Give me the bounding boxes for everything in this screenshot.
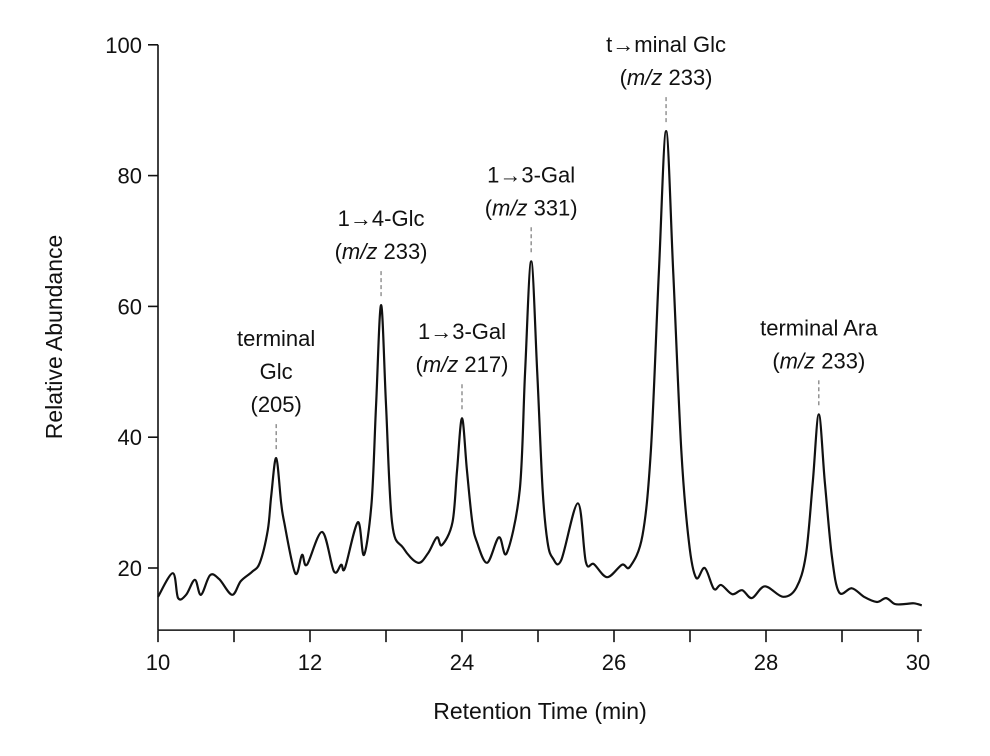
x-tick-label: 30 [906,650,930,675]
y-axis-label: Relative Abundance [41,235,67,440]
y-tick-label: 100 [105,33,142,58]
annotation-text-prefix: ( [416,352,424,377]
annotation-text: 1→3-Gal [418,319,506,344]
annotation-text-prefix: ( [772,348,780,373]
annotation-text: (m/z 233) [620,65,713,90]
annotation-text: 1→4-Glc [338,206,425,231]
annotation-text-value: 331) [527,195,577,220]
annotation-text: (m/z 233) [335,239,428,264]
x-axis-label: Retention Time (min) [433,698,646,724]
annotation-mz: m/z [627,65,662,90]
annotation-text-value: 233) [815,348,865,373]
annotation-text: (205) [251,392,302,417]
peak-annotation: terminal Glc (205) [237,326,315,453]
annotation-text-prefix: ( [485,195,493,220]
annotation-text: (m/z 233) [772,348,865,373]
x-tick-label: 10 [146,650,170,675]
annotation-text: terminal [237,326,315,351]
annotation-mz: m/z [492,195,527,220]
annotation-mz: m/z [780,348,815,373]
peak-annotation: t→minal Glc (m/z 233) [606,32,726,126]
x-tick-label: 12 [298,650,322,675]
annotation-text: 1→3-Gal [487,162,575,187]
annotation-text-prefix: ( [620,65,628,90]
y-tick-label: 20 [118,556,142,581]
chromatogram-trace [157,130,923,607]
annotation-text: (m/z 331) [485,195,578,220]
peak-annotation: terminal Ara (m/z 233) [760,315,878,409]
peak-annotation: 1→3-Gal (m/z 331) [485,162,578,256]
x-tick-label: 26 [602,650,626,675]
peak-annotation: 1→3-Gal (m/z 217) [416,319,509,413]
annotation-text-value: 233) [377,239,427,264]
y-tick-label: 60 [118,294,142,319]
x-tick-label: 24 [450,650,474,675]
annotation-mz: m/z [342,239,377,264]
annotation-text: t→minal Glc [606,32,726,57]
y-tick-label: 80 [118,164,142,189]
annotation-text-value: 217) [458,352,508,377]
x-tick-label: 28 [754,650,778,675]
annotation-text-prefix: ( [335,239,343,264]
peak-annotation: 1→4-Glc (m/z 233) [335,206,428,300]
annotation-text: (m/z 217) [416,352,509,377]
axes: 20 40 60 80 100 10 12 24 26 28 30 [105,33,930,675]
annotation-text-value: 233) [662,65,712,90]
y-tick-label: 40 [118,425,142,450]
annotation-text: terminal Ara [760,315,878,340]
annotation-mz: m/z [423,352,458,377]
annotation-text: Glc [260,359,293,384]
